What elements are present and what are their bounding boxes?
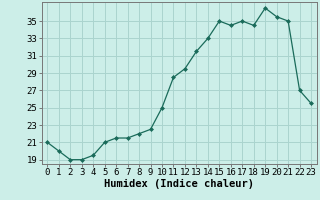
X-axis label: Humidex (Indice chaleur): Humidex (Indice chaleur) bbox=[104, 179, 254, 189]
